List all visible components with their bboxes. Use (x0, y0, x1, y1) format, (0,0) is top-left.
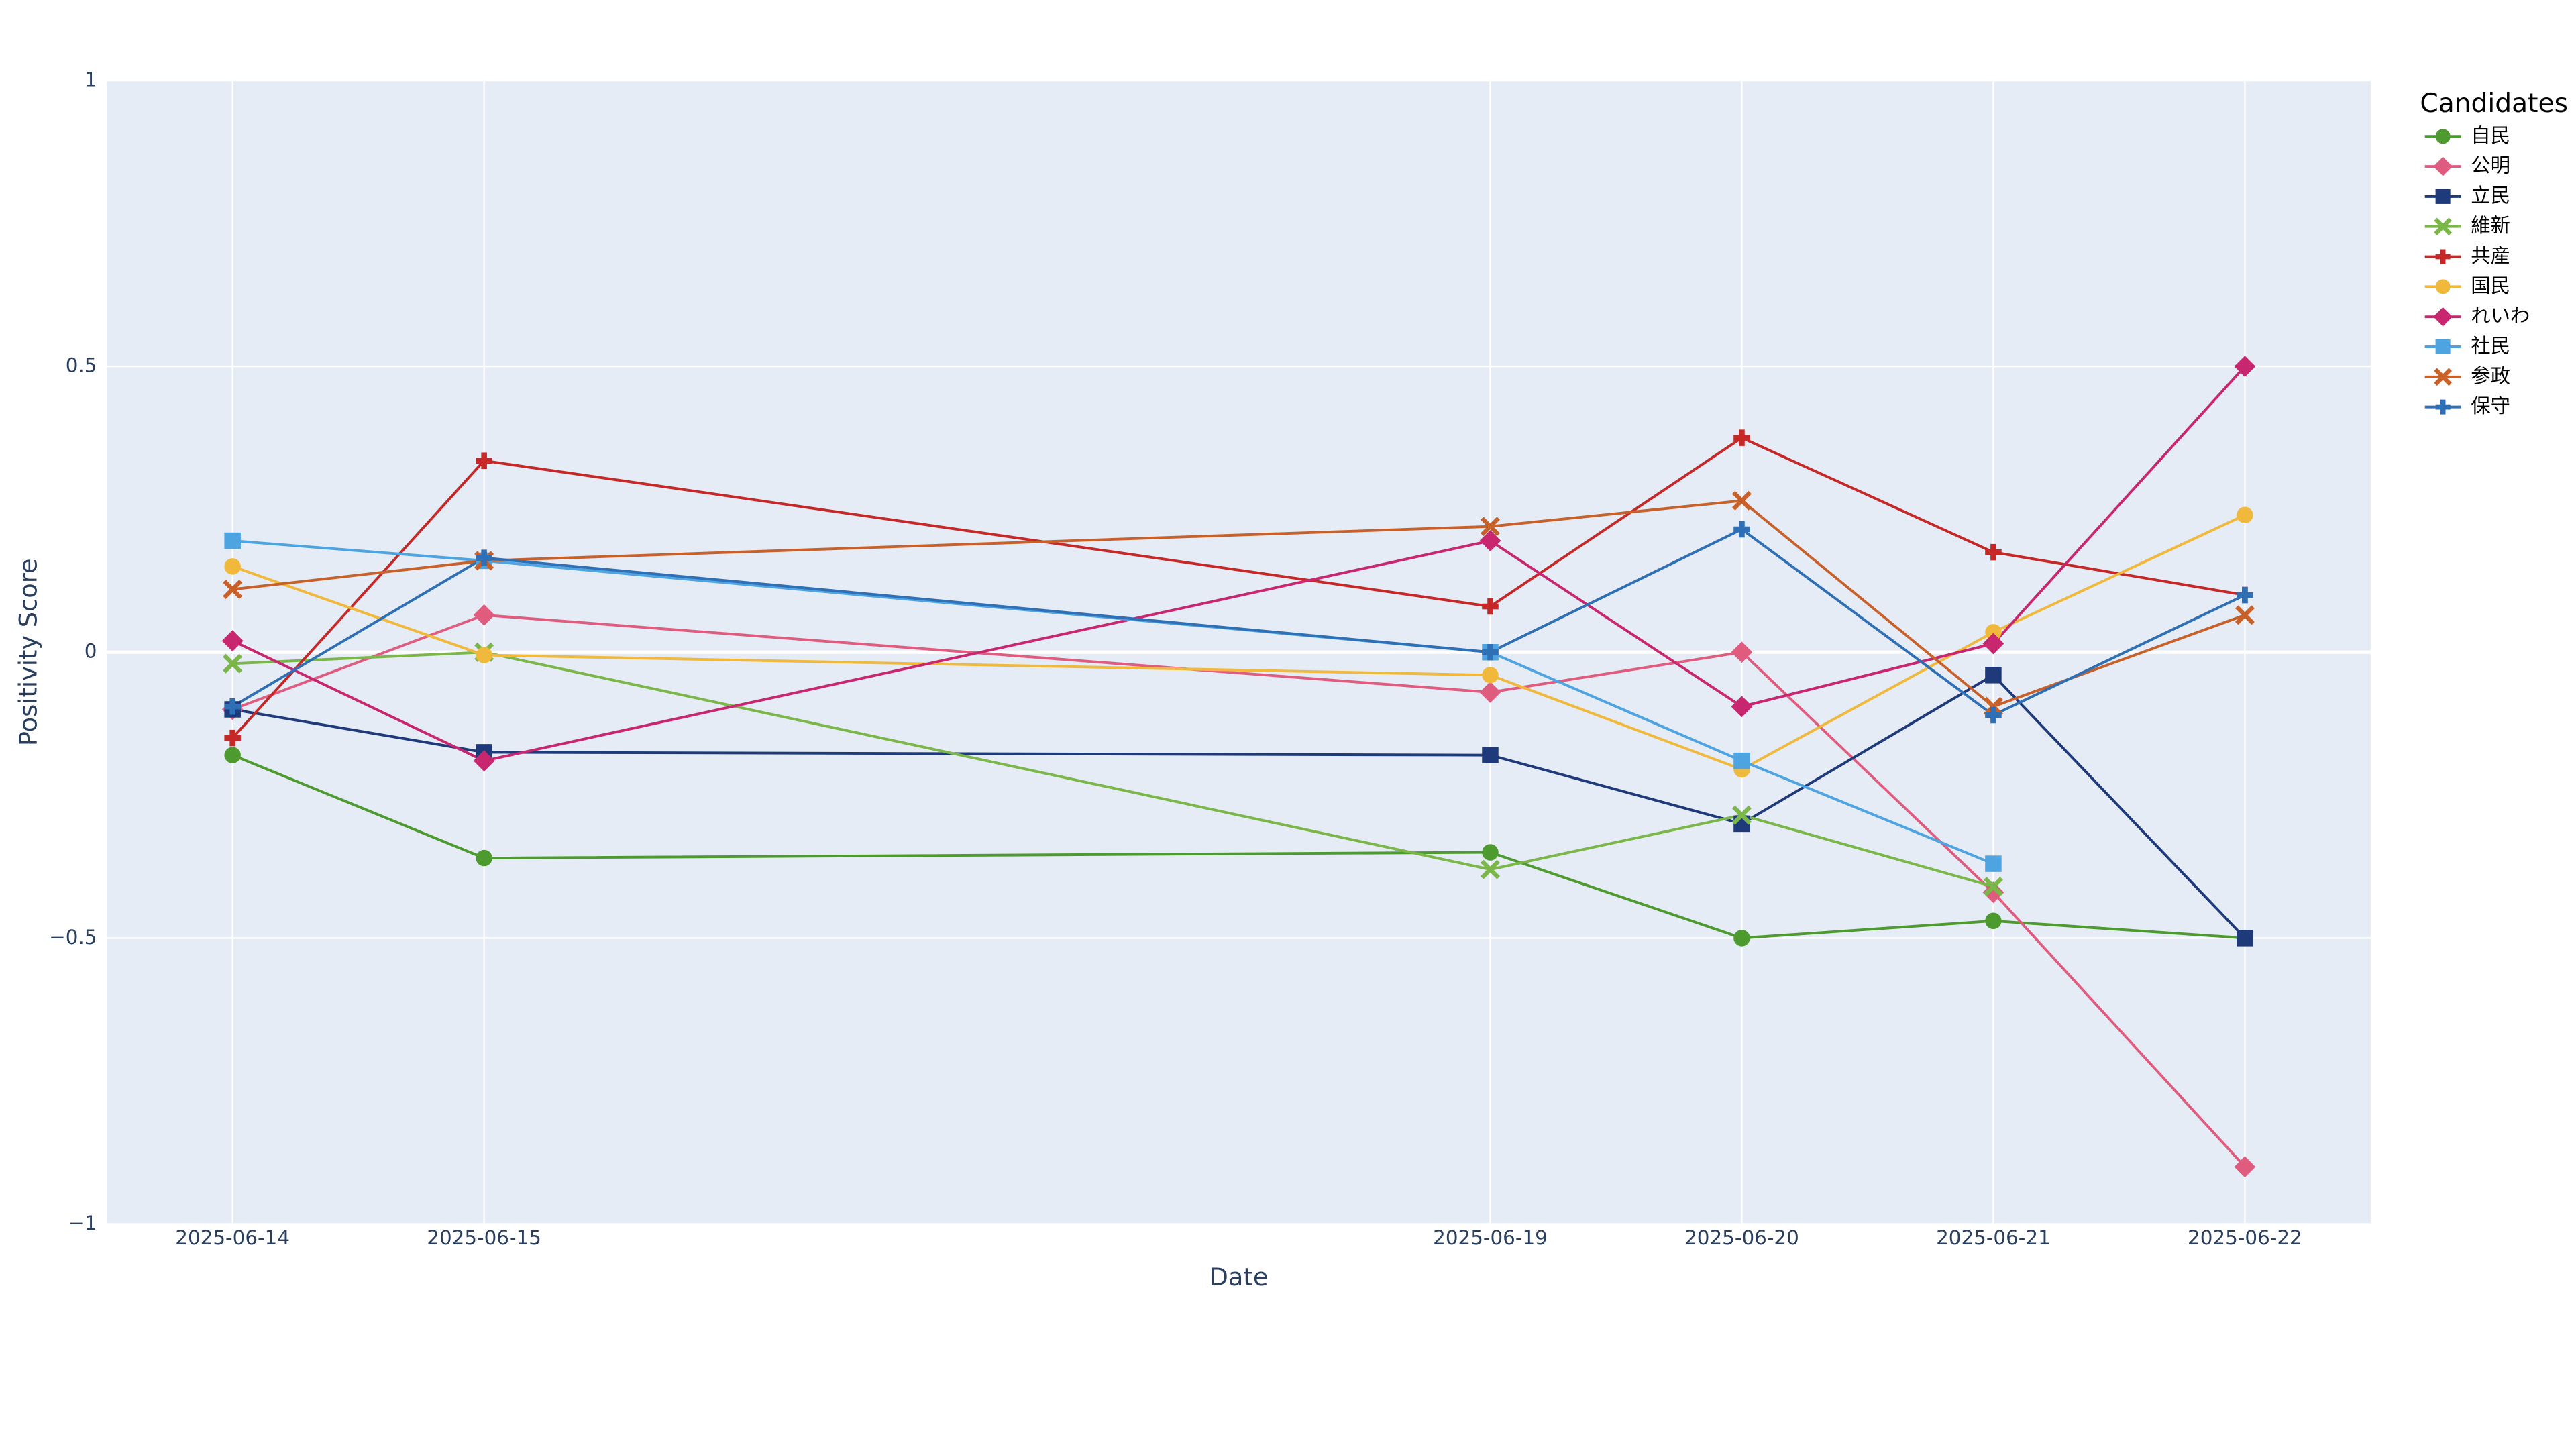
legend-label: 保守 (2471, 394, 2510, 417)
legend-label: 立民 (2471, 184, 2510, 207)
y-tick-label: 1 (85, 68, 97, 91)
series-line (231, 436, 2245, 739)
legend-marker (2435, 129, 2451, 144)
legend-marker (2433, 156, 2453, 176)
legend-marker (2435, 279, 2451, 294)
series-line (231, 365, 2246, 763)
x-tick-label: 2025-06-21 (1936, 1226, 2051, 1249)
point-marker (1481, 859, 1500, 879)
legend-label: 共産 (2471, 244, 2510, 267)
legend-label: 公明 (2471, 154, 2510, 177)
x-axis-title: Date (1210, 1263, 1269, 1291)
x-tick-label: 2025-06-15 (427, 1226, 541, 1249)
series-line (232, 673, 2246, 939)
x-tick-label: 2025-06-14 (175, 1226, 290, 1249)
point-marker (1985, 543, 2002, 561)
series-line (232, 513, 2246, 771)
point-marker (1731, 805, 1752, 825)
point-marker (476, 849, 492, 867)
point-marker (1479, 530, 1501, 551)
legend-label: 自民 (2471, 124, 2510, 147)
point-marker (223, 580, 243, 599)
point-marker (473, 604, 495, 626)
point-marker (1482, 667, 1499, 684)
point-marker (1731, 641, 1753, 663)
legend-marker (2434, 217, 2452, 235)
point-marker (2237, 586, 2253, 604)
point-marker (224, 532, 241, 549)
point-marker (2237, 930, 2253, 947)
point-marker (1731, 696, 1753, 718)
point-marker (224, 729, 241, 747)
legend-marker (2434, 368, 2452, 386)
point-marker (221, 630, 244, 652)
point-marker (1479, 681, 1501, 703)
legend-label: れいわ (2471, 305, 2530, 327)
point-marker (1482, 844, 1499, 861)
point-marker (1985, 624, 2002, 641)
legend-label: 維新 (2471, 214, 2510, 237)
point-marker (223, 653, 243, 674)
lines (221, 356, 2256, 1178)
point-marker (1731, 490, 1752, 511)
y-tick-label: −0.5 (49, 926, 97, 949)
point-marker (1733, 521, 1750, 538)
point-marker (1482, 598, 1499, 615)
legend-marker (2433, 307, 2453, 327)
y-tick-label: −1 (68, 1212, 97, 1234)
legend-marker (2435, 249, 2451, 264)
point-marker (2237, 506, 2253, 523)
point-marker (1982, 633, 2004, 655)
point-marker (224, 558, 241, 575)
point-marker (1733, 752, 1750, 769)
point-marker (1482, 747, 1499, 763)
legend-label: 参政 (2471, 364, 2510, 387)
x-tick-label: 2025-06-20 (1684, 1226, 1799, 1249)
point-marker (1985, 912, 2002, 930)
x-tick-label: 2025-06-22 (2188, 1226, 2302, 1249)
x-tick-label: 2025-06-19 (1433, 1226, 1548, 1249)
y-axis-title: Positivity Score (14, 558, 43, 746)
legend-title: Candidates (2420, 89, 2568, 119)
point-marker (1985, 855, 2002, 872)
point-marker (224, 747, 241, 763)
series-line (231, 753, 2245, 940)
series-line (232, 499, 2246, 708)
point-marker (1482, 644, 1499, 661)
series-line (231, 613, 2246, 1168)
series-line (231, 527, 2246, 717)
point-marker (476, 647, 492, 663)
point-marker (224, 698, 241, 715)
legend-marker (2435, 399, 2451, 415)
point-marker (1982, 881, 2004, 904)
legend-label: 国民 (2471, 274, 2510, 297)
y-tick-label: 0.5 (66, 354, 97, 377)
point-marker (1983, 696, 2003, 716)
point-marker (476, 549, 492, 566)
legend-marker (2435, 189, 2451, 204)
point-marker (1733, 930, 1750, 947)
point-marker (1481, 517, 1500, 537)
point-marker (1733, 429, 1750, 446)
legend-label: 社民 (2471, 334, 2510, 357)
point-marker (2234, 1156, 2256, 1178)
point-marker (1985, 667, 2002, 684)
legend-marker (2435, 339, 2451, 354)
point-marker (473, 750, 495, 772)
y-tick-label: 0 (85, 640, 97, 663)
point-marker (476, 452, 492, 469)
point-marker (2235, 605, 2255, 625)
point-marker (1985, 706, 2002, 724)
point-marker (1983, 877, 2003, 897)
